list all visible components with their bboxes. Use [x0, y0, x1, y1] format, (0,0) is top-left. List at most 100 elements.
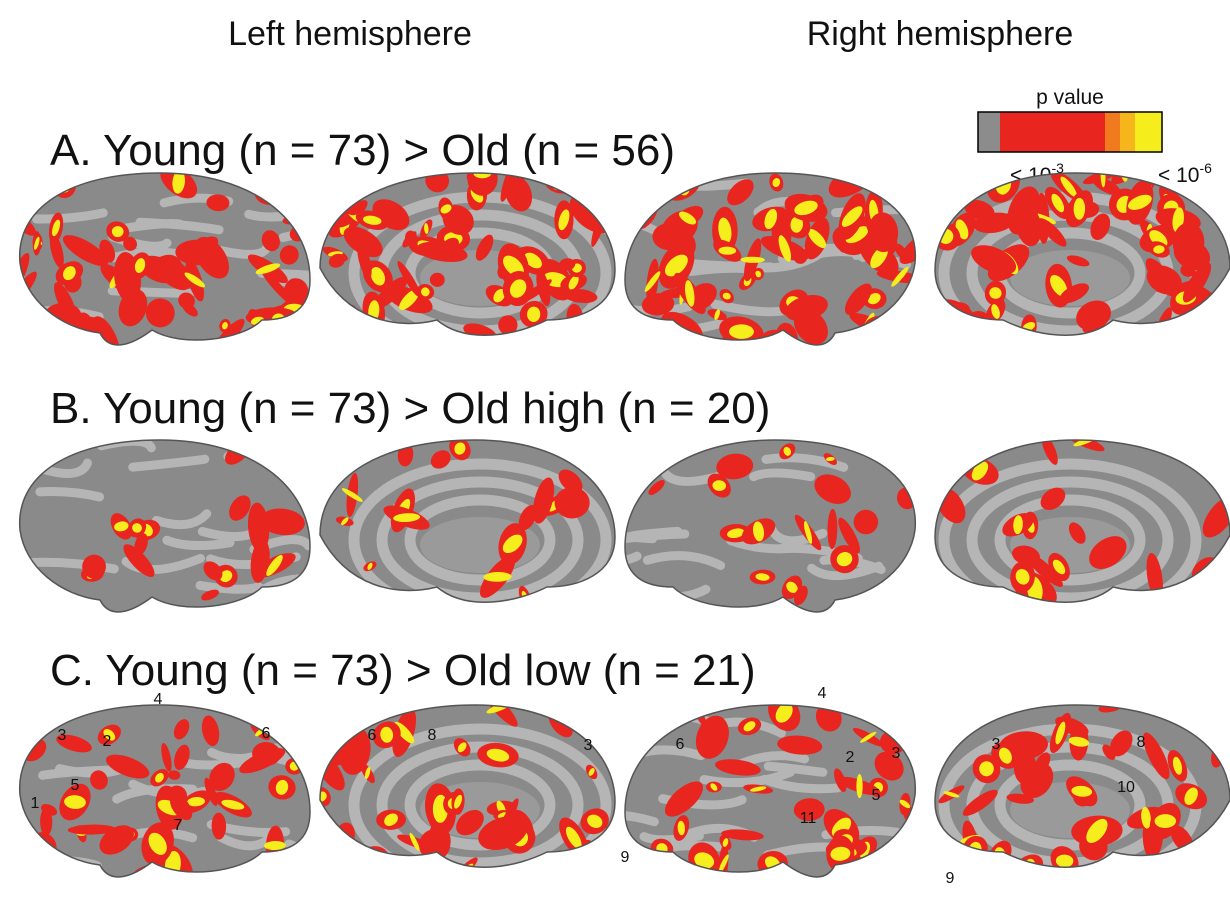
activation-blob: [874, 221, 888, 235]
activation-blob: [328, 253, 346, 268]
activation-blob: [1124, 861, 1142, 868]
gyrus: [376, 741, 584, 868]
activation-blob: [19, 705, 41, 721]
brain-outline: [319, 704, 616, 868]
activation-blob: [1102, 744, 1116, 760]
brain-outline: [624, 172, 916, 346]
gyrus: [642, 551, 726, 570]
activation-blob: [456, 809, 484, 836]
activation-peak: [639, 707, 662, 719]
gyrus: [763, 761, 828, 777]
activation-blob: [695, 715, 729, 759]
activation-blob: [1033, 752, 1051, 776]
activation-peak: [717, 854, 729, 875]
activation-peak: [1013, 515, 1023, 535]
activation-peak: [764, 208, 778, 230]
activation-peak: [524, 252, 542, 269]
region-number: 3: [58, 727, 67, 744]
activation-peak: [364, 766, 371, 780]
activation-peak: [486, 705, 513, 714]
gyrus: [162, 535, 235, 551]
activation-blob: [648, 480, 665, 496]
activation-peak: [527, 306, 541, 323]
activation-peak: [790, 216, 804, 233]
activation-blob: [463, 323, 497, 336]
activation-peak: [1051, 193, 1065, 213]
activation-peak: [830, 846, 851, 861]
activation-peak: [33, 322, 58, 335]
brain-outline: [624, 439, 916, 613]
activation-peak: [380, 726, 394, 743]
activation-peak: [856, 773, 863, 799]
legend-swatch: [1000, 112, 1105, 152]
gyrus: [625, 544, 642, 566]
activation-blob: [416, 241, 468, 263]
activation-blob: [574, 854, 609, 868]
activation-peak: [187, 796, 205, 807]
gyrus: [270, 179, 310, 200]
activation-blob: [284, 278, 309, 303]
activation-peak: [845, 226, 869, 244]
activation-peak: [836, 552, 853, 567]
activation-peak: [558, 209, 570, 231]
row-title: A. Young (n = 73) > Old (n = 56): [50, 126, 675, 175]
activation-peak: [804, 521, 813, 544]
activation-peak: [783, 446, 792, 456]
activation-peak: [677, 173, 694, 183]
activation-peak: [712, 480, 727, 491]
brain-surface: [625, 173, 916, 345]
activation-blob: [642, 709, 656, 751]
activation-peak: [775, 705, 793, 723]
activation-peak: [794, 200, 818, 216]
activation-peak: [1184, 787, 1198, 805]
activation-peak: [111, 226, 124, 238]
activation-peak: [587, 814, 603, 828]
activation-peak: [337, 720, 345, 727]
activation-peak: [28, 173, 46, 180]
activation-blob: [155, 255, 192, 291]
activation-peak: [935, 336, 960, 344]
activation-peak: [755, 573, 770, 581]
activation-peak: [509, 279, 527, 298]
brain-surface: [19, 173, 310, 345]
gyrus: [994, 494, 1146, 586]
gyrus: [625, 584, 711, 602]
gyrus: [195, 580, 264, 594]
activation-blob: [1044, 769, 1054, 788]
activation-blob: [973, 212, 1015, 234]
activation-blob: [1006, 793, 1034, 804]
brain-surface: [320, 705, 615, 868]
activation-blob: [965, 173, 1002, 188]
activation-blob: [536, 327, 550, 336]
activation-blob: [99, 825, 134, 855]
activation-blob: [968, 173, 991, 190]
activation-peak: [219, 570, 233, 583]
legend-exponent: -3: [1051, 160, 1064, 176]
activation-blob: [844, 283, 872, 315]
activation-peak: [394, 721, 415, 744]
activation-blob: [90, 770, 108, 790]
activation-peak: [1196, 316, 1209, 332]
activation-blob: [971, 245, 1017, 275]
activation-blob: [727, 179, 754, 206]
activation-blob: [203, 561, 223, 581]
region-number: 7: [174, 817, 183, 834]
activation-peak: [23, 705, 33, 718]
activation-peak: [870, 321, 886, 333]
gyrus: [699, 767, 795, 788]
brain-outline: [19, 172, 311, 346]
legend-swatch: [1105, 112, 1120, 152]
activation-blob: [969, 705, 984, 724]
activation-blob: [1192, 312, 1221, 336]
activation-blob: [640, 705, 661, 734]
activation-peak: [155, 772, 164, 783]
activation-blob: [229, 495, 251, 521]
brain-outline: [934, 704, 1230, 868]
activation-blob: [252, 742, 281, 766]
activation-peak: [264, 841, 286, 851]
activation-blob: [260, 508, 305, 536]
activation-blob: [935, 179, 964, 205]
activation-peak: [483, 572, 512, 582]
activation-blob: [254, 180, 285, 205]
activation-blob: [1076, 300, 1112, 331]
